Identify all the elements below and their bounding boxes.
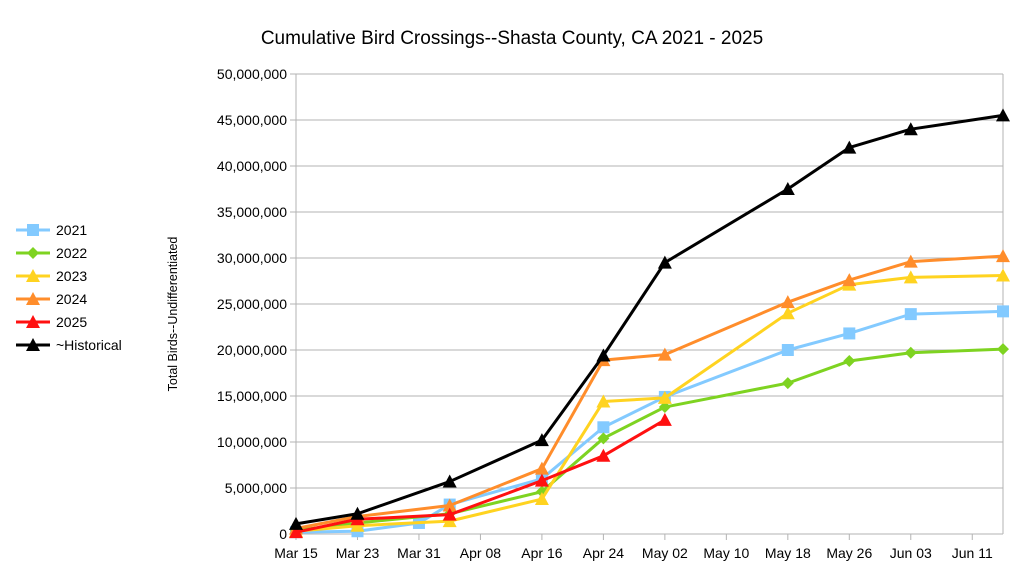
series-2022	[290, 343, 1009, 537]
series-line	[295, 113, 1004, 526]
legend-label: 2025	[56, 314, 87, 330]
data-point	[904, 346, 917, 359]
data-point	[842, 273, 857, 287]
legend-label: 2023	[56, 268, 87, 284]
series-line	[295, 273, 1004, 533]
x-tick-label: May 02	[642, 545, 688, 561]
x-tick-label: Apr 16	[521, 545, 562, 561]
data-point	[350, 506, 365, 520]
legend-item: 2024	[16, 291, 87, 307]
y-tick-label: 50,000,000	[217, 66, 287, 82]
x-tick-label: Mar 31	[397, 545, 441, 561]
y-tick-label: 45,000,000	[217, 112, 287, 128]
legend-item: 2023	[16, 268, 87, 284]
data-point	[996, 268, 1010, 282]
series-lines	[289, 108, 1010, 539]
y-tick-label: 0	[279, 526, 287, 542]
legend-swatch-marker	[26, 269, 40, 282]
data-point	[781, 344, 794, 356]
series-2021	[290, 305, 1009, 539]
chart-title: Cumulative Bird Crossings--Shasta County…	[261, 28, 763, 49]
data-point	[596, 394, 611, 408]
gridlines	[296, 73, 1003, 535]
y-tick-label: 20,000,000	[217, 342, 287, 358]
x-tick-label: May 18	[765, 545, 811, 561]
x-tick-label: Jun 03	[890, 545, 932, 561]
data-point	[903, 270, 918, 284]
data-point	[442, 474, 457, 488]
data-point	[903, 254, 918, 268]
y-tick-label: 40,000,000	[217, 158, 287, 174]
data-point	[843, 355, 856, 368]
data-point	[658, 401, 671, 414]
series-line	[295, 254, 1004, 530]
data-point	[442, 507, 457, 521]
data-point	[904, 308, 917, 321]
data-point	[597, 421, 610, 434]
data-point	[996, 108, 1010, 122]
legend-swatch-marker	[26, 338, 40, 351]
data-point	[843, 327, 856, 340]
legend-label: 2021	[56, 222, 87, 238]
x-tick-label: May 10	[703, 545, 749, 561]
x-tick-label: May 26	[826, 545, 872, 561]
y-tick-label: 25,000,000	[217, 296, 287, 312]
data-point	[657, 412, 672, 426]
y-tick-label: 10,000,000	[217, 434, 287, 450]
data-point	[596, 348, 611, 362]
legend-item: ~Historical	[16, 337, 122, 353]
legend-swatch-marker	[26, 292, 40, 305]
legend-swatch-marker	[27, 247, 39, 259]
data-point	[780, 306, 795, 320]
data-point	[657, 390, 672, 404]
x-tick-label: Mar 15	[274, 545, 318, 561]
series-2025	[289, 412, 672, 539]
legend-label: ~Historical	[56, 337, 122, 353]
legend-item: 2022	[16, 245, 87, 261]
data-point	[842, 140, 857, 154]
legend-label: 2024	[56, 291, 87, 307]
data-point	[442, 498, 457, 512]
series-line	[295, 347, 1004, 532]
data-point	[903, 122, 918, 136]
data-point	[657, 347, 672, 361]
data-point	[996, 249, 1010, 263]
axes: 0 5,000,000 10,000,000 15,000,000 20,000,000…	[217, 66, 1004, 561]
series-2024	[289, 249, 1010, 535]
data-point	[781, 377, 794, 390]
x-tick-label: Apr 24	[583, 545, 624, 561]
data-point	[534, 473, 549, 487]
x-tick-label: Mar 23	[336, 545, 380, 561]
legend-item: 2021	[16, 222, 87, 238]
data-point	[780, 182, 795, 195]
data-point	[597, 432, 610, 445]
data-point	[780, 295, 795, 309]
x-tick-label: Apr 08	[460, 545, 501, 561]
x-tick-label: Jun 11	[952, 545, 993, 561]
legend-swatch-marker	[26, 315, 40, 328]
legend-item: 2025	[16, 314, 87, 330]
data-point	[534, 461, 549, 475]
data-point	[534, 492, 549, 506]
data-point	[657, 255, 672, 269]
data-point	[596, 448, 611, 462]
y-tick-label: 35,000,000	[217, 204, 287, 220]
y-tick-label: 15,000,000	[217, 388, 287, 404]
y-tick-label: 5,000,000	[225, 480, 287, 496]
legend-swatch-marker	[27, 224, 39, 236]
legend: 2021 2022 2023 2024 2025 ~Historical	[16, 222, 122, 353]
data-point	[534, 433, 549, 447]
series-line	[295, 418, 666, 534]
y-tick-label: 30,000,000	[217, 250, 287, 266]
data-point	[289, 525, 303, 539]
data-point	[997, 343, 1009, 356]
data-point	[289, 516, 303, 530]
data-point	[997, 305, 1009, 318]
y-axis-label: Total Birds--Undifferentiated	[166, 237, 180, 392]
legend-label: 2022	[56, 245, 87, 261]
series-historical	[289, 108, 1010, 530]
